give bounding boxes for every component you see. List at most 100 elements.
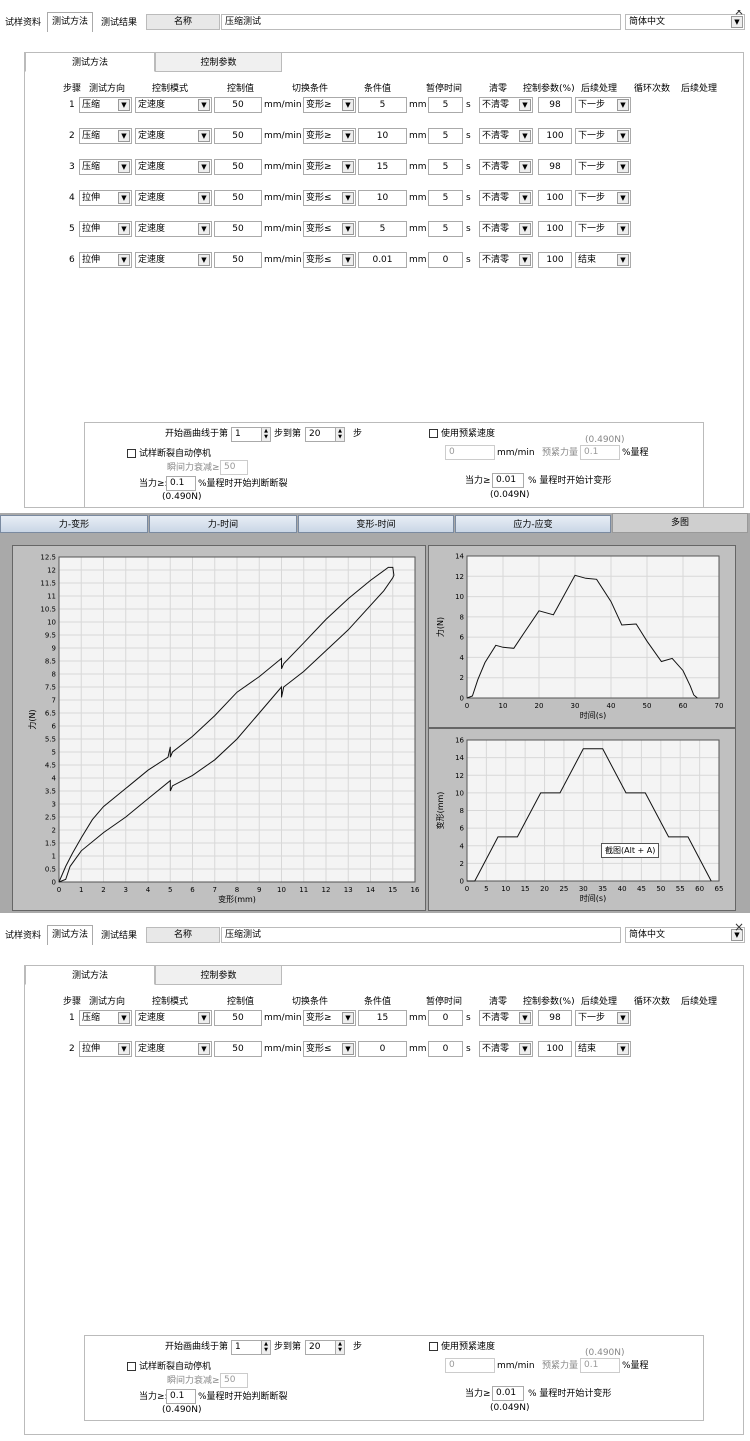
chevron-down-icon[interactable]: ▼ [198, 1043, 210, 1055]
chevron-down-icon[interactable]: ▼ [519, 1012, 531, 1024]
deform-force-input[interactable]: 0.01 [492, 1386, 524, 1401]
zero-select[interactable]: 不清零 ▼ [479, 221, 533, 237]
direction-select[interactable]: 压缩 ▼ [79, 1010, 132, 1026]
direction-select[interactable]: 压缩 ▼ [79, 159, 132, 175]
condition-select[interactable]: 变形≥ ▼ [303, 159, 356, 175]
tab-stress-strain[interactable]: 应力-应变 [455, 515, 611, 533]
chevron-down-icon[interactable]: ▼ [342, 161, 354, 173]
mode-select[interactable]: 定速度 ▼ [135, 252, 212, 268]
control-param-input[interactable]: 98 [538, 159, 572, 175]
pause-time-input[interactable]: 0 [428, 1010, 463, 1026]
chevron-down-icon[interactable]: ▼ [342, 223, 354, 235]
condition-select[interactable]: 变形≤ ▼ [303, 190, 356, 206]
chevron-down-icon[interactable]: ▼ [519, 223, 531, 235]
tab-specimen-data[interactable]: 试样资料 [5, 18, 42, 28]
pause-time-input[interactable]: 0 [428, 1041, 463, 1057]
pause-time-input[interactable]: 5 [428, 97, 463, 113]
chevron-down-icon[interactable]: ▼ [118, 192, 130, 204]
zero-select[interactable]: 不清零 ▼ [479, 159, 533, 175]
chevron-down-icon[interactable]: ▼ [342, 1012, 354, 1024]
language-select[interactable]: 简体中文 ▼ [625, 14, 745, 30]
chevron-down-icon[interactable]: ▼ [617, 192, 629, 204]
mode-select[interactable]: 定速度 ▼ [135, 128, 212, 144]
name-input[interactable]: 压缩测试 [221, 927, 621, 943]
mode-select[interactable]: 定速度 ▼ [135, 159, 212, 175]
next-action-select[interactable]: 下一步 ▼ [575, 221, 631, 237]
chevron-down-icon[interactable]: ▼ [617, 1012, 629, 1024]
next-action-select[interactable]: 结束 ▼ [575, 252, 631, 268]
condition-select[interactable]: 变形≤ ▼ [303, 1041, 356, 1057]
mode-select[interactable]: 定速度 ▼ [135, 190, 212, 206]
control-param-input[interactable]: 98 [538, 1010, 572, 1026]
zero-select[interactable]: 不清零 ▼ [479, 1010, 533, 1026]
chevron-down-icon[interactable]: ▼ [118, 99, 130, 111]
condition-select[interactable]: 变形≥ ▼ [303, 97, 356, 113]
break-force-input[interactable]: 0.1 [166, 476, 196, 491]
direction-select[interactable]: 压缩 ▼ [79, 128, 132, 144]
condition-value-input[interactable]: 0 [358, 1041, 407, 1057]
deform-force-input[interactable]: 0.01 [492, 473, 524, 488]
start-step-input[interactable]: 1 ▲ ▼ [231, 427, 271, 442]
mode-select[interactable]: 定速度 ▼ [135, 1041, 212, 1057]
tab-test-result[interactable]: 测试结果 [101, 18, 138, 28]
chevron-down-icon[interactable]: ▼ [519, 1043, 531, 1055]
chevron-down-icon[interactable]: ▼ [731, 16, 743, 28]
close-icon[interactable]: × [733, 923, 744, 934]
chevron-down-icon[interactable]: ▼ [198, 223, 210, 235]
spinner-icon[interactable]: ▲ ▼ [335, 1341, 344, 1354]
pause-time-input[interactable]: 5 [428, 159, 463, 175]
preload-force-input[interactable]: 0.1 [580, 445, 620, 460]
condition-value-input[interactable]: 5 [358, 221, 407, 237]
preload-speed-input[interactable]: 0 [445, 445, 495, 460]
pause-time-input[interactable]: 0 [428, 252, 463, 268]
next-action-select[interactable]: 下一步 ▼ [575, 159, 631, 175]
tab-control-params[interactable]: 控制参数 [155, 965, 282, 985]
pause-time-input[interactable]: 5 [428, 221, 463, 237]
condition-value-input[interactable]: 5 [358, 97, 407, 113]
chevron-down-icon[interactable]: ▼ [617, 130, 629, 142]
start-step-input[interactable]: 1 ▲ ▼ [231, 1340, 271, 1355]
spinner-icon[interactable]: ▲ ▼ [261, 428, 270, 441]
condition-select[interactable]: 变形≥ ▼ [303, 128, 356, 144]
pause-time-input[interactable]: 5 [428, 190, 463, 206]
mode-select[interactable]: 定速度 ▼ [135, 97, 212, 113]
chevron-down-icon[interactable]: ▼ [198, 254, 210, 266]
chevron-down-icon[interactable]: ▼ [342, 130, 354, 142]
mode-select[interactable]: 定速度 ▼ [135, 221, 212, 237]
direction-select[interactable]: 压缩 ▼ [79, 97, 132, 113]
preload-checkbox[interactable] [429, 429, 438, 438]
chevron-down-icon[interactable]: ▼ [118, 1012, 130, 1024]
chevron-down-icon[interactable]: ▼ [617, 1043, 629, 1055]
chevron-down-icon[interactable]: ▼ [198, 99, 210, 111]
condition-value-input[interactable]: 15 [358, 1010, 407, 1026]
chevron-down-icon[interactable]: ▼ [342, 192, 354, 204]
zero-select[interactable]: 不清零 ▼ [479, 252, 533, 268]
chevron-down-icon[interactable]: ▼ [617, 161, 629, 173]
chevron-down-icon[interactable]: ▼ [731, 929, 743, 941]
control-value-input[interactable]: 50 [214, 97, 262, 113]
break-force-input[interactable]: 0.1 [166, 1389, 196, 1404]
control-param-input[interactable]: 100 [538, 128, 572, 144]
condition-value-input[interactable]: 10 [358, 190, 407, 206]
tab-force-time[interactable]: 力-时间 [149, 515, 297, 533]
chevron-down-icon[interactable]: ▼ [519, 161, 531, 173]
direction-select[interactable]: 拉伸 ▼ [79, 252, 132, 268]
chevron-down-icon[interactable]: ▼ [519, 254, 531, 266]
tab-method[interactable]: 测试方法 [25, 965, 155, 985]
control-value-input[interactable]: 50 [214, 1010, 262, 1026]
preload-force-input[interactable]: 0.1 [580, 1358, 620, 1373]
condition-value-input[interactable]: 0.01 [358, 252, 407, 268]
tab-control-params[interactable]: 控制参数 [155, 52, 282, 72]
next-action-select[interactable]: 下一步 ▼ [575, 97, 631, 113]
control-value-input[interactable]: 50 [214, 1041, 262, 1057]
condition-select[interactable]: 变形≥ ▼ [303, 1010, 356, 1026]
zero-select[interactable]: 不清零 ▼ [479, 97, 533, 113]
spinner-icon[interactable]: ▲ ▼ [261, 1341, 270, 1354]
direction-select[interactable]: 拉伸 ▼ [79, 221, 132, 237]
control-param-input[interactable]: 100 [538, 1041, 572, 1057]
chevron-down-icon[interactable]: ▼ [342, 99, 354, 111]
tab-test-method[interactable]: 测试方法 [47, 925, 94, 945]
next-action-select[interactable]: 下一步 ▼ [575, 128, 631, 144]
control-param-input[interactable]: 100 [538, 252, 572, 268]
chevron-down-icon[interactable]: ▼ [198, 192, 210, 204]
